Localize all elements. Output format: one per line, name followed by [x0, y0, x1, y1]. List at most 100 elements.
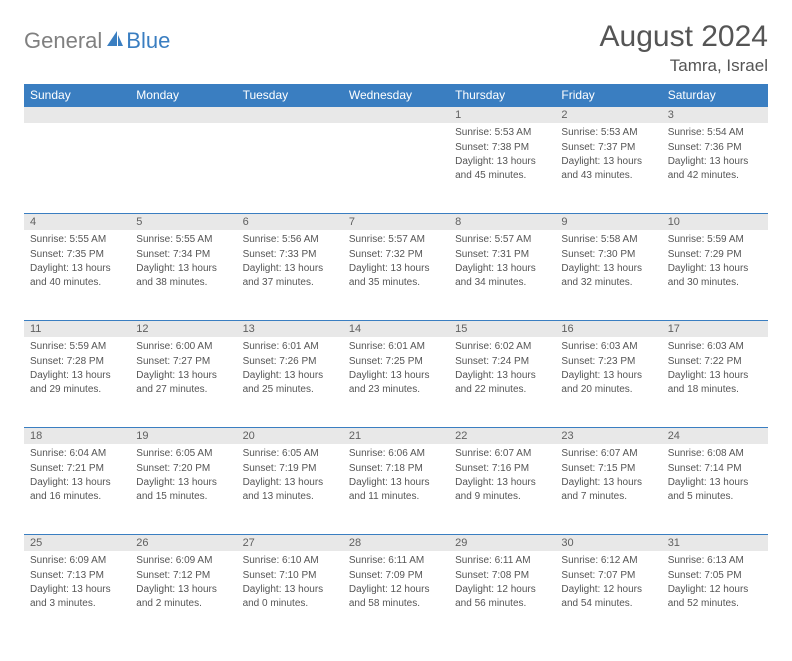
daynum-row: 123	[24, 106, 768, 123]
day-number-cell: 9	[555, 213, 661, 230]
day-number: 20	[237, 427, 343, 444]
day-content-cell	[130, 123, 236, 213]
day-number: 11	[24, 320, 130, 337]
day-content-cell: Sunrise: 6:13 AMSunset: 7:05 PMDaylight:…	[662, 551, 768, 641]
day-content-cell	[24, 123, 130, 213]
logo-sail-icon	[104, 29, 124, 54]
daylight-text: Daylight: 12 hours and 52 minutes.	[668, 583, 762, 610]
day-content-cell	[343, 123, 449, 213]
daylight-text: Daylight: 13 hours and 2 minutes.	[136, 583, 230, 610]
day-content: Sunrise: 5:54 AMSunset: 7:36 PMDaylight:…	[662, 123, 768, 189]
sunrise-text: Sunrise: 6:05 AM	[243, 447, 337, 461]
day-number: 2	[555, 106, 661, 123]
day-number-cell: 28	[343, 534, 449, 551]
daylight-text: Daylight: 12 hours and 54 minutes.	[561, 583, 655, 610]
sunrise-text: Sunrise: 5:53 AM	[455, 126, 549, 140]
sunset-text: Sunset: 7:09 PM	[349, 569, 443, 583]
sunset-text: Sunset: 7:34 PM	[136, 248, 230, 262]
daylight-text: Daylight: 13 hours and 38 minutes.	[136, 262, 230, 289]
day-number: 19	[130, 427, 236, 444]
calendar-page: General Blue August 2024 Tamra, Israel S…	[0, 0, 792, 661]
day-number: 29	[449, 534, 555, 551]
day-number: 12	[130, 320, 236, 337]
daylight-text: Daylight: 13 hours and 13 minutes.	[243, 476, 337, 503]
sunrise-text: Sunrise: 5:56 AM	[243, 233, 337, 247]
day-content: Sunrise: 6:11 AMSunset: 7:09 PMDaylight:…	[343, 551, 449, 617]
sunrise-text: Sunrise: 6:01 AM	[349, 340, 443, 354]
daynum-row: 11121314151617	[24, 320, 768, 337]
day-content: Sunrise: 6:05 AMSunset: 7:20 PMDaylight:…	[130, 444, 236, 510]
day-content: Sunrise: 5:53 AMSunset: 7:37 PMDaylight:…	[555, 123, 661, 189]
sunrise-text: Sunrise: 6:06 AM	[349, 447, 443, 461]
content-row: Sunrise: 5:59 AMSunset: 7:28 PMDaylight:…	[24, 337, 768, 427]
sunrise-text: Sunrise: 6:10 AM	[243, 554, 337, 568]
daylight-text: Daylight: 13 hours and 37 minutes.	[243, 262, 337, 289]
daylight-text: Daylight: 13 hours and 20 minutes.	[561, 369, 655, 396]
day-number-cell: 4	[24, 213, 130, 230]
daynum-row: 18192021222324	[24, 427, 768, 444]
day-content-cell: Sunrise: 5:54 AMSunset: 7:36 PMDaylight:…	[662, 123, 768, 213]
day-content-cell: Sunrise: 6:07 AMSunset: 7:16 PMDaylight:…	[449, 444, 555, 534]
sunset-text: Sunset: 7:07 PM	[561, 569, 655, 583]
daylight-text: Daylight: 13 hours and 40 minutes.	[30, 262, 124, 289]
sunset-text: Sunset: 7:26 PM	[243, 355, 337, 369]
day-number-cell: 29	[449, 534, 555, 551]
sunset-text: Sunset: 7:37 PM	[561, 141, 655, 155]
sunrise-text: Sunrise: 5:58 AM	[561, 233, 655, 247]
day-content: Sunrise: 5:57 AMSunset: 7:32 PMDaylight:…	[343, 230, 449, 296]
calendar-body: 123Sunrise: 5:53 AMSunset: 7:38 PMDaylig…	[24, 106, 768, 641]
day-content: Sunrise: 6:09 AMSunset: 7:12 PMDaylight:…	[130, 551, 236, 617]
daylight-text: Daylight: 13 hours and 0 minutes.	[243, 583, 337, 610]
day-content: Sunrise: 5:59 AMSunset: 7:29 PMDaylight:…	[662, 230, 768, 296]
day-number-cell: 20	[237, 427, 343, 444]
day-content: Sunrise: 6:00 AMSunset: 7:27 PMDaylight:…	[130, 337, 236, 403]
day-number-cell	[237, 106, 343, 123]
sunrise-text: Sunrise: 6:09 AM	[30, 554, 124, 568]
day-content: Sunrise: 6:04 AMSunset: 7:21 PMDaylight:…	[24, 444, 130, 510]
day-content-cell: Sunrise: 6:04 AMSunset: 7:21 PMDaylight:…	[24, 444, 130, 534]
daylight-text: Daylight: 12 hours and 58 minutes.	[349, 583, 443, 610]
day-number: 16	[555, 320, 661, 337]
sunset-text: Sunset: 7:13 PM	[30, 569, 124, 583]
daylight-text: Daylight: 13 hours and 34 minutes.	[455, 262, 549, 289]
sunrise-text: Sunrise: 6:13 AM	[668, 554, 762, 568]
sunset-text: Sunset: 7:22 PM	[668, 355, 762, 369]
day-content-cell: Sunrise: 6:01 AMSunset: 7:26 PMDaylight:…	[237, 337, 343, 427]
day-number-cell: 14	[343, 320, 449, 337]
sunset-text: Sunset: 7:29 PM	[668, 248, 762, 262]
day-content-cell: Sunrise: 6:09 AMSunset: 7:12 PMDaylight:…	[130, 551, 236, 641]
day-number-cell: 6	[237, 213, 343, 230]
day-number: 28	[343, 534, 449, 551]
day-content-cell: Sunrise: 6:09 AMSunset: 7:13 PMDaylight:…	[24, 551, 130, 641]
sunset-text: Sunset: 7:21 PM	[30, 462, 124, 476]
day-content-cell: Sunrise: 6:10 AMSunset: 7:10 PMDaylight:…	[237, 551, 343, 641]
sunrise-text: Sunrise: 6:03 AM	[561, 340, 655, 354]
title-block: August 2024 Tamra, Israel	[600, 20, 768, 76]
day-number-cell: 25	[24, 534, 130, 551]
content-row: Sunrise: 6:09 AMSunset: 7:13 PM Daylight:…	[24, 551, 768, 641]
day-number-cell: 1	[449, 106, 555, 123]
day-content-cell: Sunrise: 5:57 AMSunset: 7:32 PMDaylight:…	[343, 230, 449, 320]
daylight-text: Daylight: 13 hours and 32 minutes.	[561, 262, 655, 289]
daylight-text: Daylight: 13 hours and 16 minutes.	[30, 476, 124, 503]
daylight-text: Daylight: 13 hours and 23 minutes.	[349, 369, 443, 396]
sunrise-text: Sunrise: 6:07 AM	[561, 447, 655, 461]
daynum-row: 45678910	[24, 213, 768, 230]
daylight-text: Daylight: 13 hours and 45 minutes.	[455, 155, 549, 182]
daylight-text: Daylight: 13 hours and 11 minutes.	[349, 476, 443, 503]
day-content-cell: Sunrise: 5:59 AMSunset: 7:28 PMDaylight:…	[24, 337, 130, 427]
day-number-cell: 10	[662, 213, 768, 230]
month-title: August 2024	[600, 20, 768, 54]
day-content-cell: Sunrise: 5:53 AMSunset: 7:38 PMDaylight:…	[449, 123, 555, 213]
daylight-text: Daylight: 13 hours and 7 minutes.	[561, 476, 655, 503]
daylight-text: Daylight: 13 hours and 5 minutes.	[668, 476, 762, 503]
day-content: Sunrise: 6:05 AMSunset: 7:19 PMDaylight:…	[237, 444, 343, 510]
logo-text-blue: Blue	[126, 28, 170, 54]
day-content-cell: Sunrise: 6:05 AMSunset: 7:19 PMDaylight:…	[237, 444, 343, 534]
day-content: Sunrise: 6:01 AMSunset: 7:26 PMDaylight:…	[237, 337, 343, 403]
sunset-text: Sunset: 7:25 PM	[349, 355, 443, 369]
sunrise-text: Sunrise: 6:00 AM	[136, 340, 230, 354]
content-row: Sunrise: 6:04 AMSunset: 7:21 PMDaylight:…	[24, 444, 768, 534]
sunset-text: Sunset: 7:14 PM	[668, 462, 762, 476]
day-number: 27	[237, 534, 343, 551]
